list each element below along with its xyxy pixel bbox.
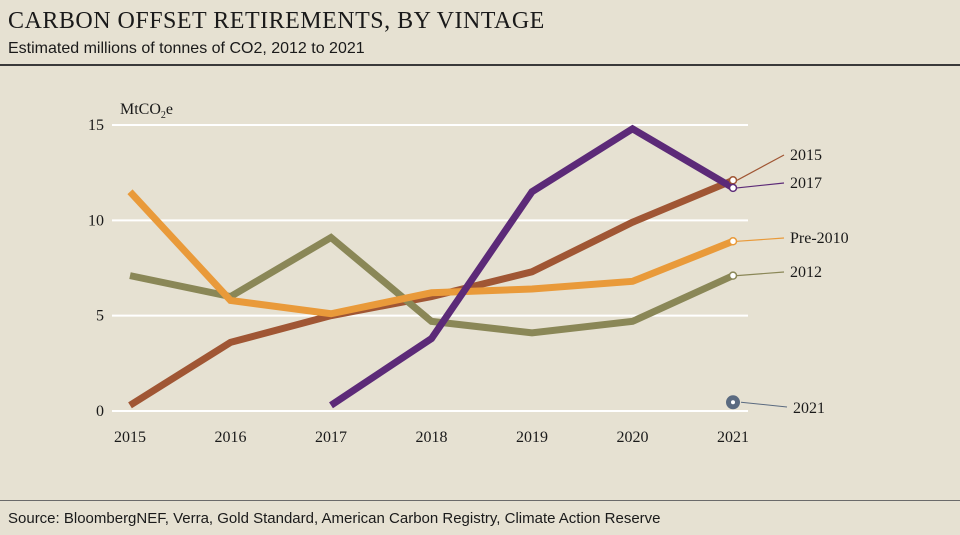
- x-tick-label: 2015: [114, 429, 146, 446]
- x-tick-label: 2018: [416, 429, 448, 446]
- x-tick-label: 2020: [617, 429, 649, 446]
- footer-divider: [0, 500, 960, 501]
- y-axis-unit-label: MtCO2e: [120, 101, 173, 121]
- series-label-pre-2010: Pre-2010: [790, 230, 849, 247]
- chart-subtitle: Estimated millions of tonnes of CO2, 201…: [8, 40, 365, 57]
- series-label-2015: 2015: [790, 147, 822, 164]
- leader-line-2017: [736, 182, 785, 189]
- series-label-2012: 2012: [790, 264, 822, 281]
- y-tick-label: 0: [96, 403, 104, 420]
- series-line-pre-2010: [127, 189, 735, 318]
- leader-line-2021: [740, 401, 788, 408]
- leader-line-2015: [736, 154, 785, 181]
- leader-line-pre-2010: [736, 237, 785, 242]
- series-label-2017: 2017: [790, 175, 822, 192]
- grid-lines: [112, 124, 748, 412]
- series-marker-2021-center: [731, 400, 735, 405]
- source-note: Source: BloombergNEF, Verra, Gold Standa…: [8, 510, 661, 527]
- y-axis-ticks: 0 5 10 15: [88, 117, 104, 420]
- series-endpoint-2015: [728, 176, 738, 185]
- y-tick-label: 5: [96, 308, 104, 325]
- y-tick-label: 10: [88, 212, 104, 229]
- x-tick-label: 2017: [315, 429, 347, 446]
- unit-tail: e: [166, 101, 173, 118]
- header-divider: [0, 64, 960, 66]
- x-tick-label: 2016: [215, 429, 247, 446]
- series-line-2017: [329, 124, 735, 409]
- series-endpoint-2017: [728, 183, 738, 193]
- line-chart: 0 5 10 15 2015 2016 2017 2018 2019 2020 2021 MtCO…: [88, 101, 849, 446]
- y-tick-label: 15: [88, 117, 104, 134]
- x-tick-label: 2021: [717, 429, 749, 446]
- x-tick-label: 2019: [516, 429, 548, 446]
- series-label-2021: 2021: [793, 400, 825, 417]
- chart-title: CARBON OFFSET RETIREMENTS, BY VINTAGE: [8, 8, 545, 34]
- unit-base: MtCO: [120, 101, 161, 118]
- series-endpoint-2012: [728, 271, 738, 280]
- unit-sub: 2: [161, 110, 166, 121]
- series-line-2015: [128, 177, 735, 409]
- x-axis-ticks: 2015 2016 2017 2018 2019 2020 2021: [114, 429, 749, 446]
- leader-line-2012: [736, 271, 785, 277]
- series-lines: [127, 124, 735, 409]
- series-labels: 2015 2012 Pre-2010 2017 2021: [726, 147, 849, 417]
- series-endpoint-pre-2010: [728, 237, 738, 246]
